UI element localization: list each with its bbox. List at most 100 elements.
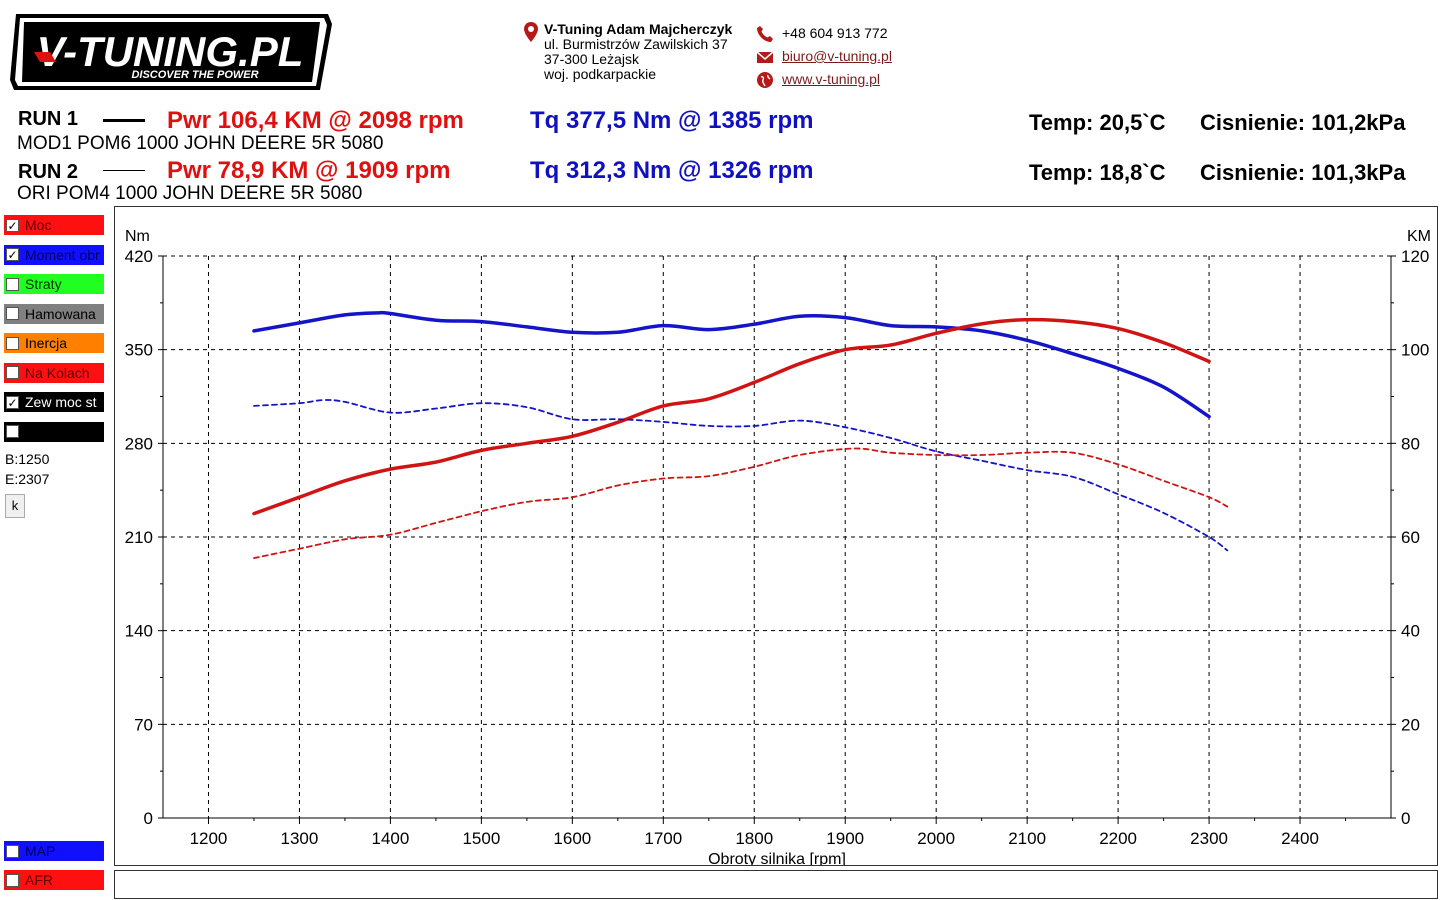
legend-toggle-moment-obr[interactable]: ✓ Moment obr xyxy=(4,244,104,265)
x-tick-label: 1300 xyxy=(281,829,319,848)
run2-temperature: Temp: 18,8`C xyxy=(1029,160,1166,185)
run1-power: Pwr 106,4 KM @ 2098 rpm xyxy=(167,107,464,134)
legend-label: Inercja xyxy=(25,335,68,351)
status-bar-box xyxy=(114,870,1438,899)
y-right-tick-label: 100 xyxy=(1401,341,1429,360)
x-tick-label: 2000 xyxy=(917,829,955,848)
checkbox[interactable]: ✓ xyxy=(6,248,19,262)
checkbox[interactable] xyxy=(6,844,19,858)
x-tick-label: 1700 xyxy=(644,829,682,848)
run2-power: Pwr 78,9 KM @ 1909 rpm xyxy=(167,157,451,184)
legend-label: Moc xyxy=(25,217,52,233)
dyno-chart-frame: 1200 1300 1400 1500 1600 1700 1800 1900 2000 2100… xyxy=(114,206,1438,866)
y-left-tick-label: 210 xyxy=(125,528,153,547)
x-tick-label: 1500 xyxy=(462,829,500,848)
legend-toggle-moc[interactable]: ✓ Moc xyxy=(4,215,104,235)
x-tick-label: 1400 xyxy=(371,829,409,848)
chart-grid xyxy=(163,255,1391,818)
x-tick-label: 1200 xyxy=(190,829,228,848)
aux-toggle-map[interactable]: MAP xyxy=(4,841,104,861)
envelope-icon xyxy=(756,50,774,63)
company-street: ul. Burmistrzów Zawilskich 37 xyxy=(544,36,728,52)
y-left-tick-label: 280 xyxy=(125,434,153,453)
run1-description: MOD1 POM6 1000 JOHN DEERE 5R 5080 xyxy=(17,133,384,154)
phone-number: +48 604 913 772 xyxy=(782,25,888,41)
legend-toggle-empty[interactable] xyxy=(4,421,104,442)
run1-torque: Tq 377,5 Nm @ 1385 rpm xyxy=(530,107,814,134)
legend-toggle-hamowana[interactable]: Hamowana xyxy=(4,303,104,324)
logo-text: V-TUNING.PL xyxy=(37,28,304,75)
legend-toggle-zew-moc-st[interactable]: ✓ Zew moc st xyxy=(4,392,104,412)
y-left-tick-label: 0 xyxy=(144,809,153,828)
company-city: 37-300 Leżajsk xyxy=(544,51,639,67)
series-run-2-tq xyxy=(253,399,1229,552)
series-run-1-pwr xyxy=(252,317,1211,516)
y-left-tick-label: 140 xyxy=(125,622,153,641)
y-right-tick-label: 80 xyxy=(1401,434,1420,453)
legend-label: MAP xyxy=(25,843,56,859)
x-tick-label: 2300 xyxy=(1190,829,1228,848)
series-run-1-tq xyxy=(252,310,1211,419)
checkbox[interactable]: ✓ xyxy=(6,395,19,410)
legend-label: Na Kolach xyxy=(25,364,90,381)
legend-label: AFR xyxy=(25,872,53,888)
run2-pressure: Cisnienie: 101,3kPa xyxy=(1200,160,1406,185)
email-link[interactable]: biuro@v-tuning.pl xyxy=(782,48,892,64)
checkbox[interactable] xyxy=(6,336,19,350)
y-right-tick-label: 40 xyxy=(1401,622,1420,641)
checkbox[interactable] xyxy=(6,277,19,291)
k-button[interactable]: k xyxy=(5,494,25,518)
y-left-axis-label: Nm xyxy=(125,228,150,245)
legend-label: Straty xyxy=(25,276,62,292)
y-left-tick-label: 420 xyxy=(125,247,153,266)
series-run-2-pwr xyxy=(253,447,1229,559)
y-right-tick-label: 20 xyxy=(1401,715,1420,734)
legend-label: Moment obr xyxy=(25,246,100,263)
phone-icon xyxy=(757,25,773,42)
x-tick-label: 2100 xyxy=(1008,829,1046,848)
run1-label: RUN 1 xyxy=(18,108,79,130)
y-left-tick-label: 70 xyxy=(134,715,153,734)
x-tick-label: 1600 xyxy=(553,829,591,848)
x-tick-label: 1900 xyxy=(826,829,864,848)
location-pin-icon xyxy=(524,22,538,42)
website-link[interactable]: www.v-tuning.pl xyxy=(782,71,881,87)
run2-description: ORI POM4 1000 JOHN DEERE 5R 5080 xyxy=(17,183,363,204)
x-tick-label: 2400 xyxy=(1281,829,1319,848)
y-right-tick-label: 0 xyxy=(1401,809,1410,828)
x-axis-label: Obroty silnika [rpm] xyxy=(708,851,846,865)
company-name: V-Tuning Adam Majcherczyk xyxy=(544,21,733,37)
legend-toggle-na-kolach[interactable]: Na Kolach xyxy=(4,362,104,383)
checkbox[interactable] xyxy=(6,366,19,379)
y-right-tick-label: 120 xyxy=(1401,247,1429,266)
run1-pressure: Cisnienie: 101,2kPa xyxy=(1200,110,1406,135)
y-right-tick-label: 60 xyxy=(1401,528,1420,547)
legend-toggle-inercja[interactable]: Inercja xyxy=(4,333,104,353)
x-tick-label: 2200 xyxy=(1099,829,1137,848)
aux-toggle-afr[interactable]: AFR xyxy=(4,870,104,890)
checkbox[interactable] xyxy=(6,873,19,887)
range-end: E:2307 xyxy=(5,471,50,487)
y-left-tick-label: 350 xyxy=(125,341,153,360)
run1-temperature: Temp: 20,5`C xyxy=(1029,110,1166,135)
run2-label: RUN 2 xyxy=(18,161,79,183)
globe-icon xyxy=(757,71,773,88)
company-address: V-Tuning Adam Majcherczyk ul. Burmistrzó… xyxy=(524,22,732,82)
checkbox[interactable] xyxy=(6,307,19,320)
company-region: woj. podkarpackie xyxy=(544,66,657,82)
run2-line-sample xyxy=(103,170,145,171)
checkbox[interactable] xyxy=(6,425,19,438)
legend-toggle-straty[interactable]: Straty xyxy=(4,274,104,294)
run1-line-sample xyxy=(103,119,145,122)
v-tuning-logo: V-TUNING.PL DISCOVER THE POWER xyxy=(10,14,332,90)
y-right-axis-label: KM xyxy=(1407,228,1431,245)
legend-label: Hamowana xyxy=(25,305,96,322)
chart-series xyxy=(252,310,1229,559)
checkbox[interactable]: ✓ xyxy=(6,218,19,233)
range-begin: B:1250 xyxy=(5,451,50,467)
dyno-chart: 1200 1300 1400 1500 1600 1700 1800 1900 2000 2100… xyxy=(125,228,1431,865)
run2-torque: Tq 312,3 Nm @ 1326 rpm xyxy=(530,157,814,184)
chart-axes: 1200 1300 1400 1500 1600 1700 1800 1900 2000 2100… xyxy=(125,228,1431,865)
logo-tagline: DISCOVER THE POWER xyxy=(131,69,258,81)
x-tick-label: 1800 xyxy=(735,829,773,848)
